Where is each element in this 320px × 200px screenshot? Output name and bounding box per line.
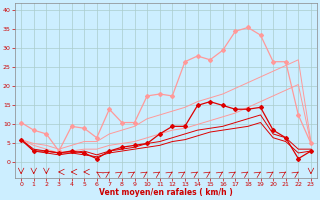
X-axis label: Vent moyen/en rafales ( km/h ): Vent moyen/en rafales ( km/h ) — [99, 188, 233, 197]
